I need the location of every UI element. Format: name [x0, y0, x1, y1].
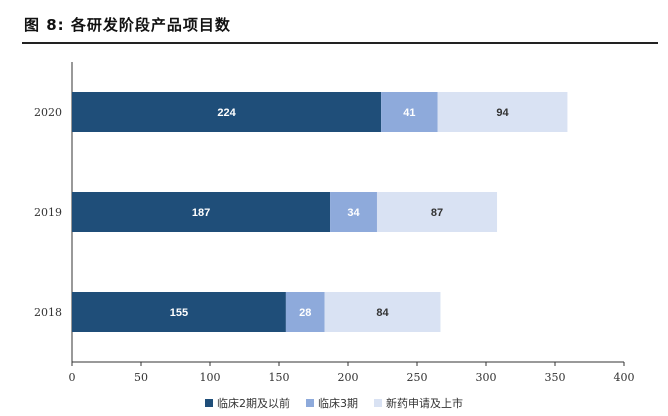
bar-data-label: 224 [217, 107, 236, 119]
legend-label-series-2: 临床3期 [318, 397, 358, 410]
x-tick-label: 250 [407, 371, 428, 384]
legend-item-series-1: 临床2期及以前 [205, 395, 290, 411]
x-tick-label: 300 [476, 371, 497, 384]
x-tick-label: 400 [614, 371, 635, 384]
bar-segment [72, 92, 382, 132]
bar-segment [376, 192, 498, 232]
x-tick-label: 150 [269, 371, 290, 384]
legend-label-series-3: 新药申请及上市 [386, 397, 463, 410]
y-category-label: 2018 [34, 306, 62, 319]
x-tick-label: 50 [134, 371, 148, 384]
figure-title: 图 8: 各研发阶段产品项目数 [24, 16, 231, 34]
x-tick-label: 100 [200, 371, 221, 384]
y-category-label: 2020 [34, 106, 62, 119]
legend-swatch-series-1 [205, 399, 213, 407]
bar-segment [72, 192, 331, 232]
bar-data-label: 41 [403, 107, 415, 119]
y-category-label: 2019 [34, 206, 62, 219]
bar-segment [330, 192, 377, 232]
bar-data-label: 87 [431, 207, 443, 219]
legend-item-series-2: 临床3期 [306, 395, 358, 411]
legend-swatch-series-3 [374, 399, 382, 407]
bar-data-label: 28 [299, 307, 311, 319]
bar-data-label: 84 [376, 307, 389, 319]
bar-data-label: 187 [192, 207, 210, 219]
title-rule [22, 42, 658, 44]
legend-swatch-series-2 [306, 399, 314, 407]
legend-item-series-3: 新药申请及上市 [374, 395, 463, 411]
x-tick-label: 0 [69, 371, 76, 384]
bar-segment [324, 292, 441, 332]
bar-segment [437, 92, 568, 132]
x-tick-label: 350 [545, 371, 566, 384]
bar-segment [381, 92, 438, 132]
bar-data-label: 94 [496, 107, 509, 119]
legend-label-series-1: 临床2期及以前 [217, 397, 290, 410]
chart-legend: 临床2期及以前 临床3期 新药申请及上市 [205, 395, 463, 411]
bar-segment [285, 292, 325, 332]
x-tick-label: 200 [338, 371, 359, 384]
bar-data-label: 34 [347, 207, 360, 219]
bar-segment [72, 292, 286, 332]
bar-data-label: 155 [170, 307, 188, 319]
